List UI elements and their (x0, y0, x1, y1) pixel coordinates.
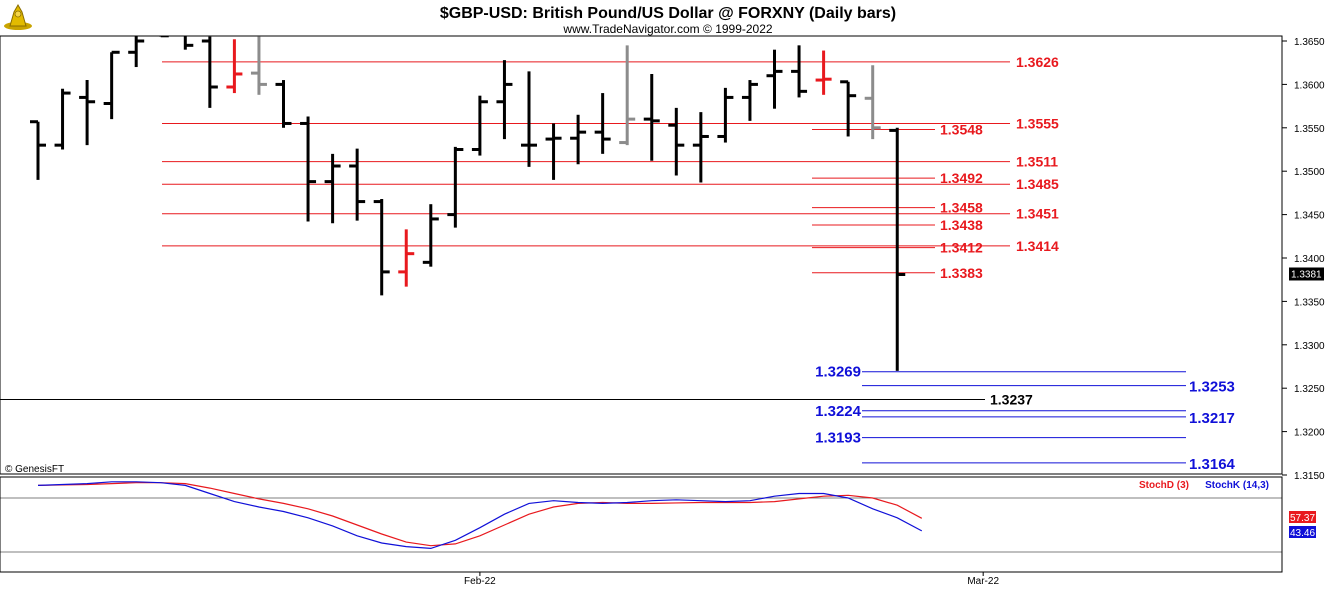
support-label: 1.3224 (815, 403, 862, 420)
last-price-badge: 1.3381 (1289, 267, 1324, 281)
date-tick-label: Feb-22 (464, 576, 496, 587)
chart-subtitle: www.TradeNavigator.com © 1999-2022 (562, 22, 772, 36)
resistance-label: 1.3511 (1016, 154, 1058, 170)
support-label: 1.3217 (1189, 410, 1235, 427)
stoch-d-value: 57.37 (1290, 513, 1315, 524)
header: $GBP-USD: British Pound/US Dollar @ FORX… (4, 3, 896, 36)
support-label: 1.3193 (815, 430, 861, 447)
price-tick-label: 1.3350 (1294, 297, 1325, 308)
price-tick-label: 1.3200 (1294, 428, 1325, 439)
pivot-label: 1.3237 (990, 391, 1033, 407)
short-level-label: 1.3412 (940, 240, 983, 256)
short-level-label: 1.3548 (940, 122, 983, 138)
date-tick-label: Mar-22 (967, 576, 999, 587)
price-tick-label: 1.3250 (1294, 384, 1325, 395)
stochastic-panel-frame (0, 476, 1283, 573)
level-lines (0, 61, 1186, 464)
stoch-d-badge (1289, 511, 1316, 523)
price-tick-label: 1.3150 (1294, 471, 1325, 482)
price-tick-label: 1.3400 (1294, 254, 1325, 265)
logo-icon (4, 3, 32, 30)
price-tick-label: 1.3500 (1294, 167, 1325, 178)
stoch-d-line (37, 482, 923, 547)
resistance-label: 1.3626 (1016, 54, 1059, 70)
short-level-label: 1.3458 (940, 200, 983, 216)
support-label: 1.3164 (1189, 456, 1236, 473)
price-tick-label: 1.3600 (1294, 80, 1325, 91)
short-level-label: 1.3383 (940, 265, 983, 281)
stochastic-panel (0, 481, 1282, 553)
price-tick-label: 1.3300 (1294, 341, 1325, 352)
stoch-d-legend: StochD (3) (1139, 480, 1189, 491)
price-tick-label: 1.3550 (1294, 124, 1325, 135)
stoch-k-badge (1289, 526, 1316, 538)
support-label: 1.3253 (1189, 379, 1235, 396)
price-bars (30, 36, 906, 371)
resistance-label: 1.3485 (1016, 176, 1059, 192)
stoch-k-line (37, 481, 923, 550)
price-tick-label: 1.3450 (1294, 211, 1325, 222)
date-axis: Feb-22 Mar-22 (464, 572, 999, 587)
level-labels: 1.3626 1.3555 1.3511 1.3485 1.3451 1.3414 1.35… (815, 54, 1235, 473)
price-panel-frame (0, 35, 1283, 475)
support-label: 1.3269 (815, 364, 861, 381)
price-axis: 1.3650 1.3600 1.3550 1.3500 1.3450 1.3400 1.33… (1282, 37, 1325, 482)
credit-label: © GenesisFT (5, 464, 64, 475)
resistance-label: 1.3555 (1016, 115, 1059, 131)
resistance-label: 1.3414 (1016, 238, 1059, 254)
stoch-k-legend: StochK (14,3) (1205, 480, 1269, 491)
resistance-label: 1.3451 (1016, 206, 1059, 222)
price-tick-label: 1.3650 (1294, 37, 1325, 48)
last-price-value: 1.3381 (1291, 269, 1322, 280)
chart-title: $GBP-USD: British Pound/US Dollar @ FORX… (440, 5, 896, 22)
short-level-label: 1.3492 (940, 170, 983, 186)
short-level-label: 1.3438 (940, 217, 983, 233)
stoch-k-value: 43.46 (1290, 528, 1315, 539)
